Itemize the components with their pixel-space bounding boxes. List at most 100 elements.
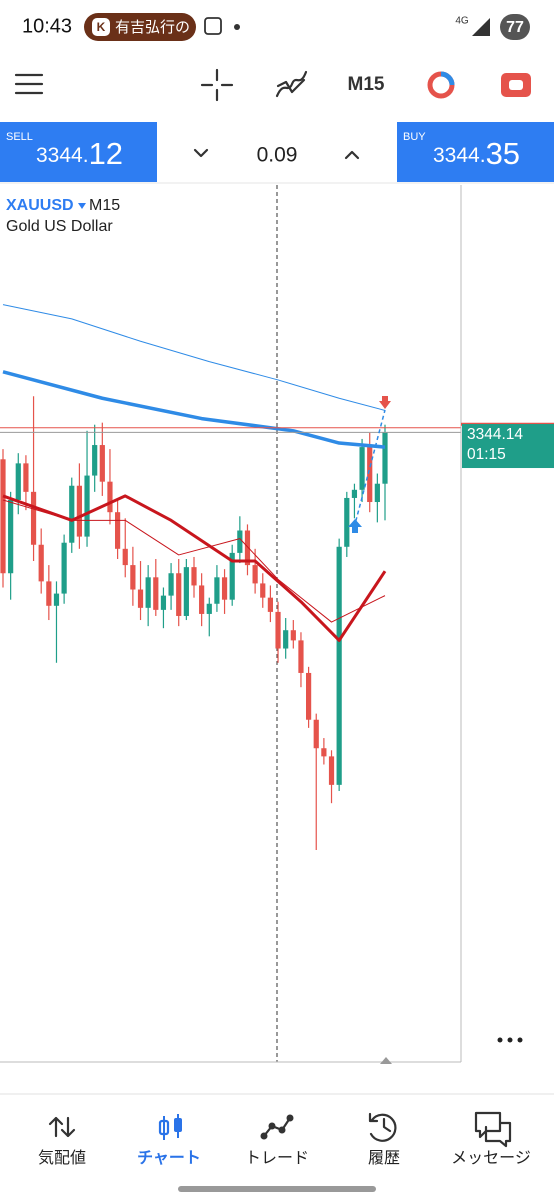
axes: 3344.14 01:15 bbox=[461, 422, 554, 469]
candle-body bbox=[107, 481, 113, 513]
candle-body bbox=[53, 593, 60, 606]
candle-body bbox=[206, 603, 212, 614]
candle-body bbox=[275, 611, 281, 649]
battery-level: 77 bbox=[506, 19, 524, 36]
candle-body bbox=[199, 585, 205, 614]
trade-history-button[interactable] bbox=[427, 71, 455, 99]
symbol: XAUUSD bbox=[6, 197, 74, 214]
countdown: 01:15 bbox=[467, 446, 506, 463]
candle-body bbox=[130, 565, 136, 590]
circle-icon-arc bbox=[440, 71, 455, 86]
sell-button[interactable] bbox=[0, 122, 157, 182]
notification-text: 有吉弘行の bbox=[115, 19, 190, 36]
current-price: 3344.14 bbox=[467, 426, 523, 443]
candle-body bbox=[313, 719, 319, 749]
candle-body bbox=[183, 567, 189, 616]
history-icon bbox=[368, 1112, 397, 1142]
candle-body bbox=[267, 597, 273, 612]
chart-timeframe: M15 bbox=[89, 197, 120, 214]
buy-button[interactable] bbox=[397, 122, 554, 182]
candle-body bbox=[252, 565, 258, 584]
sell-label: SELL bbox=[6, 131, 33, 143]
nav-item[interactable]: トレード bbox=[245, 1150, 309, 1167]
indicator-icon bbox=[276, 78, 306, 94]
candle-body bbox=[153, 577, 159, 610]
timeframe-button[interactable]: M15 bbox=[348, 74, 385, 95]
candle-body bbox=[298, 640, 304, 673]
moving-average bbox=[2, 494, 387, 642]
dot bbox=[234, 24, 240, 30]
candle-body bbox=[321, 748, 327, 757]
candle-body bbox=[15, 463, 21, 500]
nav-item[interactable]: チャート bbox=[137, 1150, 201, 1167]
menu-button[interactable] bbox=[14, 73, 44, 95]
candle-body bbox=[336, 546, 342, 785]
candle-body bbox=[115, 512, 121, 549]
icon-dot bbox=[268, 1122, 276, 1130]
buy-price: 3344.35 bbox=[433, 136, 520, 171]
dot bbox=[507, 1037, 513, 1043]
lot-increase[interactable] bbox=[344, 150, 360, 160]
candle-body bbox=[92, 445, 98, 476]
app-icon bbox=[92, 18, 110, 36]
candle-body bbox=[84, 475, 90, 537]
one-click-button[interactable] bbox=[501, 73, 531, 97]
candle-body bbox=[344, 497, 350, 547]
trade-line bbox=[353, 409, 386, 529]
candle-body bbox=[176, 573, 182, 616]
symbol-dropdown[interactable] bbox=[78, 203, 86, 209]
lot-size[interactable]: 0.09 bbox=[257, 144, 298, 167]
icon-dot bbox=[260, 1132, 268, 1140]
nav-item[interactable]: 気配値 bbox=[38, 1149, 86, 1167]
symbol-backdrop bbox=[0, 186, 128, 238]
icon-dot bbox=[278, 1126, 286, 1134]
candle-body bbox=[290, 630, 296, 641]
icon-body bbox=[158, 1119, 170, 1136]
indicators-button[interactable] bbox=[275, 70, 308, 98]
candle-body bbox=[382, 432, 388, 484]
candle-body bbox=[38, 544, 44, 582]
candle-body bbox=[8, 499, 14, 574]
toolbar: M15 bbox=[14, 68, 531, 102]
chart-icon bbox=[158, 1114, 182, 1140]
nav-item[interactable]: メッセージ bbox=[451, 1150, 531, 1167]
buy-arrow bbox=[348, 519, 362, 533]
nav-item[interactable]: 履歴 bbox=[368, 1150, 400, 1167]
icon-body bbox=[174, 1118, 182, 1132]
candle-body bbox=[306, 672, 312, 720]
candle-body bbox=[137, 589, 144, 608]
battery bbox=[500, 14, 530, 40]
candle-body bbox=[283, 630, 289, 649]
more-button[interactable] bbox=[497, 1037, 523, 1043]
icon-dot bbox=[286, 1114, 294, 1122]
oneclick-icon-inner bbox=[509, 80, 523, 90]
lot-decrease[interactable] bbox=[193, 148, 209, 158]
crosshair-button[interactable] bbox=[200, 68, 234, 102]
buy-label: BUY bbox=[403, 131, 426, 143]
scroll-marker bbox=[380, 1057, 392, 1064]
candle-body bbox=[0, 459, 6, 574]
candle-body bbox=[260, 583, 266, 598]
signal-icon bbox=[472, 18, 490, 36]
notification-pill bbox=[84, 13, 196, 41]
candle-body bbox=[160, 595, 167, 610]
dot bbox=[517, 1037, 523, 1043]
moving-average bbox=[2, 499, 386, 623]
candle-body bbox=[221, 577, 228, 600]
candle-body bbox=[328, 756, 335, 785]
dot bbox=[497, 1037, 503, 1043]
candle-body bbox=[122, 548, 128, 566]
indicator-icon bbox=[275, 70, 308, 98]
moving-average bbox=[2, 304, 386, 411]
quote-bar: SELL 3344.12 BUY 3344.35 0.09 bbox=[0, 122, 554, 184]
status-bar: 10:43 K 有吉弘行の 4G 77 bbox=[22, 13, 530, 41]
trade-markers bbox=[348, 396, 391, 533]
sell-arrow bbox=[379, 396, 391, 409]
candle-body bbox=[229, 552, 235, 600]
quotes-icon bbox=[48, 1116, 76, 1138]
candle-body bbox=[351, 489, 358, 498]
bottom-nav bbox=[48, 1111, 512, 1148]
candle-body bbox=[69, 485, 75, 543]
sell-price: 3344.12 bbox=[36, 136, 123, 171]
